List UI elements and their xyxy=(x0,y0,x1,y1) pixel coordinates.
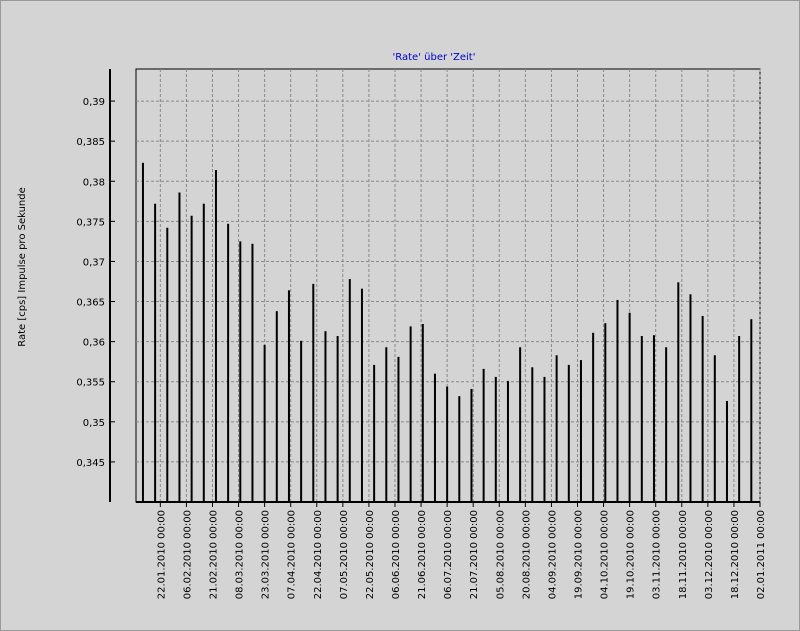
bar xyxy=(470,388,473,502)
y-tick-label: 0,345 xyxy=(76,458,105,469)
bar xyxy=(433,373,436,502)
x-tick-label: 03.12.2010 00:00 xyxy=(704,510,715,599)
bar xyxy=(482,368,485,502)
bar xyxy=(421,323,424,502)
bar xyxy=(251,243,254,502)
x-tick-label: 21.06.2010 00:00 xyxy=(417,510,428,599)
bar xyxy=(166,227,169,502)
bar xyxy=(567,364,570,502)
bar xyxy=(579,360,582,502)
bar xyxy=(701,315,704,502)
x-tick-label: 02.01.2011 00:00 xyxy=(756,510,767,599)
bar xyxy=(738,336,741,502)
x-tick-label: 08.03.2010 00:00 xyxy=(235,510,246,599)
x-tick-label: 04.09.2010 00:00 xyxy=(547,510,558,599)
bar xyxy=(300,340,303,502)
y-tick-label: 0,36 xyxy=(83,338,105,349)
x-tick-label: 22.01.2010 00:00 xyxy=(156,510,167,599)
bar xyxy=(665,347,668,502)
bar xyxy=(348,279,351,502)
x-tick-label: 06.06.2010 00:00 xyxy=(391,510,402,599)
y-tick-label: 0,375 xyxy=(76,217,105,228)
bar xyxy=(725,400,728,502)
x-tick-label: 18.11.2010 00:00 xyxy=(678,510,689,599)
x-tick-label: 21.02.2010 00:00 xyxy=(208,510,219,599)
bar xyxy=(239,241,242,503)
bar xyxy=(324,331,327,502)
y-tick-label: 0,39 xyxy=(83,97,105,108)
bar xyxy=(287,290,290,502)
bar xyxy=(616,299,619,502)
bar xyxy=(543,376,546,502)
x-tick-label: 19.10.2010 00:00 xyxy=(626,510,637,599)
bar xyxy=(592,332,595,502)
bar xyxy=(227,223,230,503)
x-tick-label: 21.07.2010 00:00 xyxy=(469,510,480,599)
bar xyxy=(677,282,680,502)
bar xyxy=(202,203,205,502)
bar xyxy=(640,336,643,502)
bar xyxy=(604,323,607,502)
x-tick-label: 03.11.2010 00:00 xyxy=(652,510,663,599)
bar xyxy=(312,283,315,502)
bar xyxy=(385,347,388,502)
bar xyxy=(190,215,193,502)
bar xyxy=(397,356,400,502)
y-tick-label: 0,385 xyxy=(76,137,105,148)
x-tick-label: 23.03.2010 00:00 xyxy=(261,510,272,599)
bar xyxy=(458,396,461,502)
chart-title: 'Rate' über 'Zeit' xyxy=(393,52,476,63)
y-tick-label: 0,355 xyxy=(76,378,105,389)
bar xyxy=(519,347,522,502)
x-tick-label: 18.12.2010 00:00 xyxy=(730,510,741,599)
bar xyxy=(750,319,753,502)
bar xyxy=(494,376,497,502)
bar xyxy=(141,162,144,503)
x-tick-label: 06.02.2010 00:00 xyxy=(182,510,193,599)
bar xyxy=(628,312,631,502)
bar xyxy=(446,386,449,502)
bar xyxy=(263,344,266,502)
bar xyxy=(689,294,692,502)
bar xyxy=(373,364,376,502)
x-tick-label: 19.09.2010 00:00 xyxy=(573,510,584,599)
bar xyxy=(154,203,157,502)
x-tick-label: 22.04.2010 00:00 xyxy=(313,510,324,599)
x-tick-label: 05.08.2010 00:00 xyxy=(495,510,506,599)
bar xyxy=(713,355,716,502)
y-tick-label: 0,35 xyxy=(83,418,105,429)
x-tick-label: 06.07.2010 00:00 xyxy=(443,510,454,599)
y-tick-label: 0,365 xyxy=(76,298,105,309)
y-axis-label: Rate [cps] Impulse pro Sekunde xyxy=(17,187,28,347)
y-tick-label: 0,37 xyxy=(83,257,105,268)
x-tick-label: 07.04.2010 00:00 xyxy=(287,510,298,599)
y-tick-label: 0,38 xyxy=(83,177,105,188)
bar xyxy=(360,288,363,502)
bar xyxy=(506,380,509,502)
x-tick-label: 07.05.2010 00:00 xyxy=(339,510,350,599)
bar xyxy=(275,311,278,502)
bar xyxy=(178,192,181,503)
bar xyxy=(555,355,558,502)
x-tick-label: 20.08.2010 00:00 xyxy=(521,510,532,599)
bar xyxy=(531,367,534,502)
x-tick-label: 22.05.2010 00:00 xyxy=(365,510,376,599)
bar xyxy=(214,170,217,503)
bar xyxy=(652,335,655,502)
bar xyxy=(336,336,339,502)
bar xyxy=(409,326,412,502)
x-tick-label: 04.10.2010 00:00 xyxy=(600,510,611,599)
